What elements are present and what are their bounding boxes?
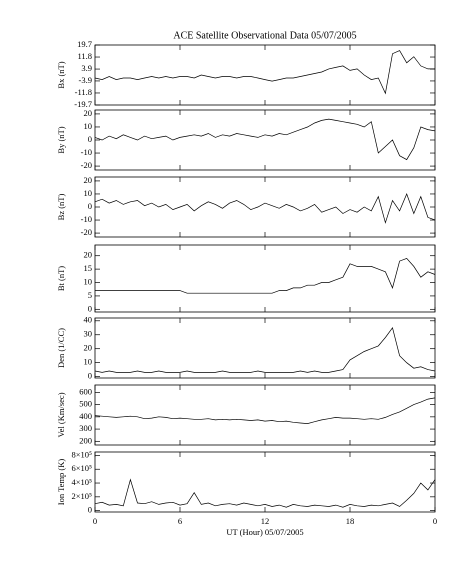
x-tick-label: 0 [433, 516, 437, 526]
y-tick-label: 8×10⁵ [71, 449, 92, 459]
y-axis-label: Vel (Km/sec) [56, 392, 66, 437]
y-tick-label: -10 [81, 147, 92, 157]
y-tick-label: -20 [81, 160, 92, 170]
y-tick-label: -10 [81, 214, 92, 224]
data-line [94, 478, 436, 508]
y-axis-label: By (nT) [56, 126, 66, 153]
y-tick-label: 3.9 [81, 63, 92, 73]
x-tick-label: 12 [261, 516, 270, 526]
x-axis-label: UT (Hour) 05/07/2005 [226, 527, 303, 537]
data-line [94, 193, 436, 224]
data-line [94, 118, 436, 161]
data-line [95, 257, 436, 294]
x-tick-label: 18 [346, 516, 355, 526]
y-tick-label: 15 [84, 263, 93, 273]
y-tick-label: 30 [84, 329, 93, 339]
y-tick-label: 10 [84, 188, 93, 198]
y-tick-label: 11.8 [77, 51, 92, 61]
panel-frame [94, 384, 436, 446]
y-tick-label: -3.9 [79, 75, 92, 85]
y-tick-label: 20 [84, 250, 93, 260]
y-tick-label: 4×10⁵ [71, 477, 92, 487]
y-axis-label: Bx (nT) [56, 61, 66, 88]
y-tick-label: 20 [84, 175, 93, 185]
y-tick-label: 20 [84, 108, 93, 118]
x-tick-label: 6 [178, 516, 182, 526]
data-line [94, 50, 435, 95]
y-tick-label: 0 [88, 134, 92, 144]
y-tick-label: -19.7 [74, 99, 92, 109]
data-line [94, 397, 436, 424]
y-tick-label: 6×10⁵ [71, 463, 92, 473]
y-tick-label: -20 [81, 227, 92, 237]
panel-frame [94, 44, 436, 106]
y-tick-label: 600 [79, 386, 92, 396]
y-tick-label: 200 [79, 435, 92, 445]
y-tick-label: 5 [88, 290, 92, 300]
y-tick-label: 10 [84, 121, 93, 131]
panel-frame [94, 109, 436, 171]
panel-frame [94, 317, 436, 379]
y-tick-label: 0 [88, 371, 92, 381]
chart-title: ACE Satellite Observational Data 05/07/2… [173, 30, 356, 41]
x-tick-label: 0 [93, 516, 97, 526]
panel-frame [94, 244, 436, 313]
panel-frame [94, 176, 436, 238]
y-tick-label: 0 [88, 505, 92, 515]
y-tick-label: 300 [79, 423, 92, 433]
data-line [94, 326, 436, 373]
y-tick-label: 10 [84, 276, 93, 286]
y-axis-label: Den (1/CC) [56, 328, 66, 368]
y-axis-label: Bt (nT) [56, 266, 66, 291]
y-tick-label: -11.8 [75, 87, 92, 97]
y-tick-label: 0 [88, 201, 92, 211]
y-tick-label: 400 [79, 411, 92, 421]
y-axis-label: Ion Temp (K) [56, 459, 66, 506]
y-tick-label: 40 [84, 315, 93, 325]
y-tick-label: 2×10⁵ [71, 491, 92, 501]
y-tick-label: 19.7 [77, 39, 92, 49]
y-tick-label: 10 [84, 357, 93, 367]
y-tick-label: 500 [79, 399, 92, 409]
y-axis-label: Bz (nT) [56, 193, 66, 220]
y-tick-label: 20 [84, 343, 93, 353]
y-tick-label: 0 [88, 303, 92, 313]
